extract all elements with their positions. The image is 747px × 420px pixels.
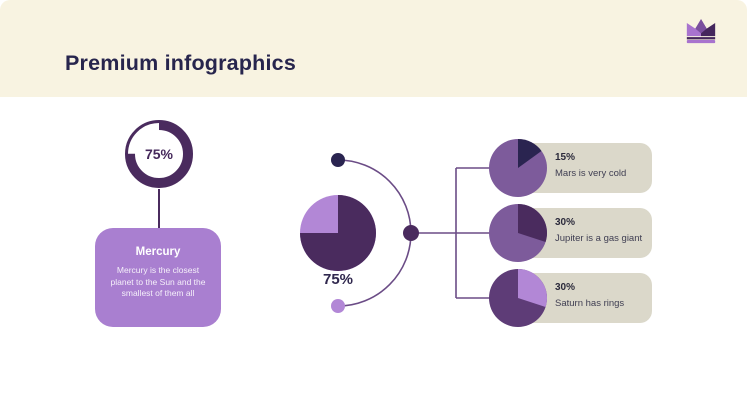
item-percent: 30% <box>555 282 576 293</box>
pie-slice <box>518 269 547 307</box>
header-band: Premium infographics <box>0 0 747 97</box>
saturn-pie-chart <box>489 269 547 327</box>
page-title: Premium infographics <box>65 51 296 75</box>
item-percent: 15% <box>555 152 576 163</box>
crown-logo-icon <box>686 19 716 44</box>
item-label: Mars is very cold <box>555 168 627 179</box>
mercury-card: Mercury Mercury is the closest planet to… <box>95 228 221 327</box>
milestone-dot-bottom <box>331 299 345 313</box>
item-percent: 30% <box>555 217 576 228</box>
donut-value-arc <box>125 120 193 188</box>
jupiter-pie-chart <box>489 204 547 262</box>
pie-slice <box>518 139 542 168</box>
donut-percent-label: 75% <box>144 146 174 162</box>
pie-slice <box>518 204 547 242</box>
center-pie-chart <box>300 195 376 271</box>
mercury-card-description: Mercury is the closest planet to the Sun… <box>110 265 206 298</box>
milestone-dot-middle <box>403 225 419 241</box>
item-label: Saturn has rings <box>555 298 625 309</box>
mars-pie-chart <box>489 139 547 197</box>
center-pie-percent-label: 75% <box>322 271 354 288</box>
mercury-donut-chart <box>125 120 193 188</box>
milestone-dot-top <box>331 153 345 167</box>
item-label: Jupiter is a gas giant <box>555 233 643 244</box>
donut-card-connector <box>158 189 160 228</box>
mercury-card-title: Mercury <box>135 246 181 258</box>
